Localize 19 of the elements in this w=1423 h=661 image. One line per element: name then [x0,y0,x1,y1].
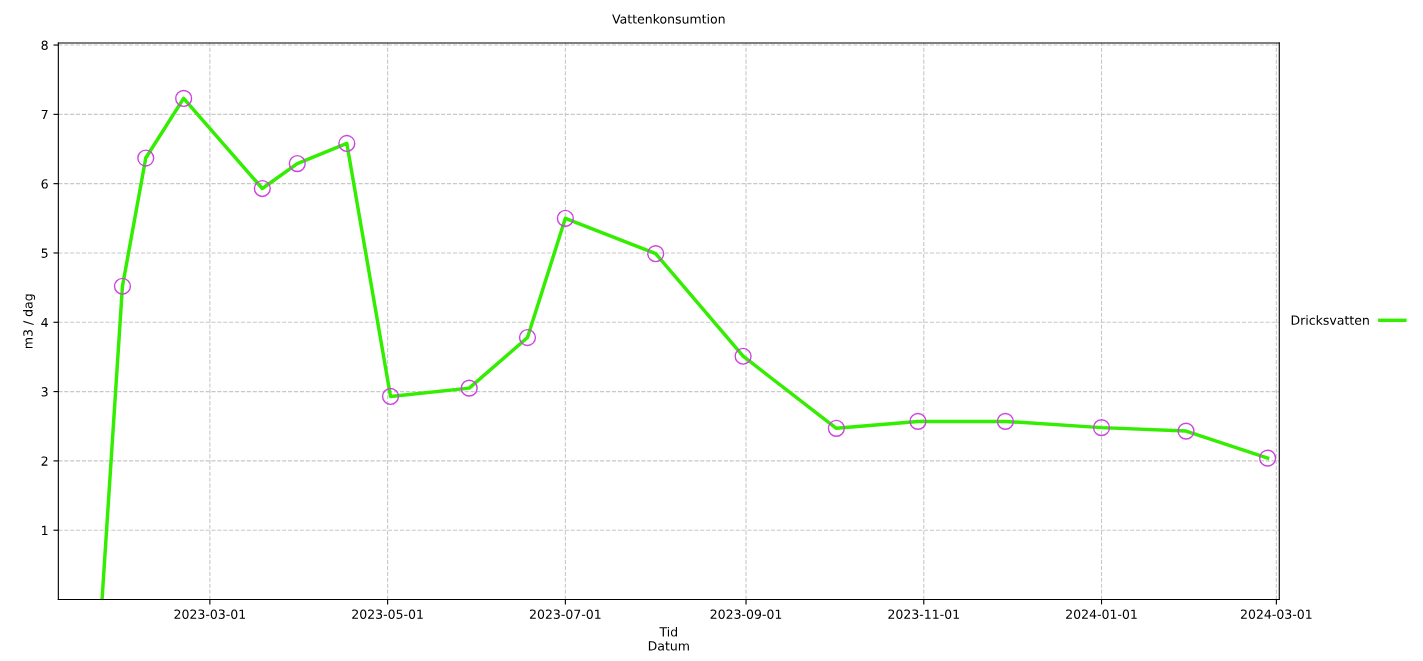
y-tick-label: 3 [41,387,48,397]
legend-label: Dricksvatten [1291,315,1369,325]
x-tick-label: 2023-03-01 [174,609,246,619]
x-tick-label: 2024-01-01 [1066,609,1137,619]
y-tick-label: 1 [42,525,48,535]
x-tick-label: 2024-03-01 [1240,609,1312,619]
y-tick-label: 4 [41,317,48,328]
x-tick-label: 2023-07-01 [529,609,601,619]
x-tick-label: 2023-09-01 [710,609,782,619]
x-tick-label: 2023-11-01 [888,609,959,619]
y-tick-label: 7 [41,109,48,120]
x-tick-label: 2023-05-01 [352,609,423,619]
x-axis-title: Tid Datum [648,626,689,651]
y-tick-label: 8 [41,40,48,50]
y-tick-label: 5 [41,248,48,258]
chart-title: Vattenkonsumtion [612,14,725,24]
y-tick-label: 2 [41,456,48,466]
y-tick-label: 6 [41,179,48,189]
y-axis-title: m3 / dag [23,294,36,349]
